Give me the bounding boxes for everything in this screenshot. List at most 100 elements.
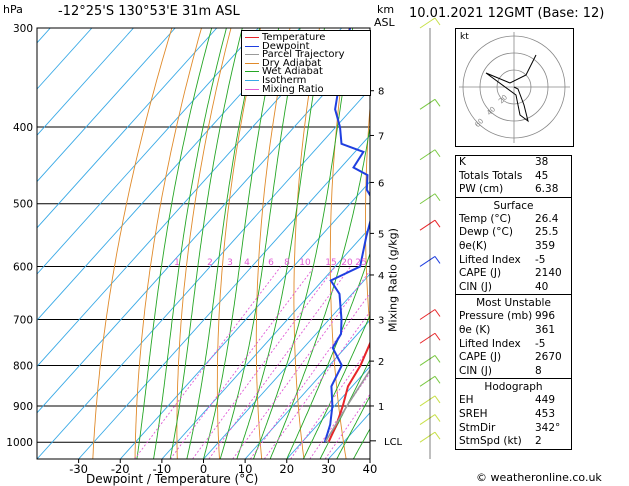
dry-adiabat (585, 28, 629, 459)
legend-swatch (245, 88, 259, 90)
most-unstable-row: Lifted Index -5 (456, 338, 571, 352)
hodograph-row: StmDir 342° (456, 422, 571, 436)
mixing-ratio-line (309, 372, 370, 459)
legend-label: Dewpoint (262, 40, 310, 52)
index-label: Totals Totals (459, 169, 523, 182)
hodograph-trace (485, 54, 537, 123)
stats-table: K 38 Totals Totals 45 PW (cm) 6.38 Surface Te… (455, 155, 572, 450)
most-unstable-label: Lifted Index (459, 337, 521, 350)
most-unstable-row: CAPE (J) 2670 (456, 351, 571, 365)
mixing-ratio-line (208, 266, 352, 459)
wind-barb (419, 149, 441, 161)
isotherm (37, 28, 51, 44)
isotherm (286, 365, 370, 459)
x-tick-label: -10 (152, 462, 171, 476)
wind-barb (419, 414, 441, 425)
x-tick-label: -20 (111, 462, 130, 476)
surface-label: Dewp (°C) (459, 226, 513, 239)
wet-adiabat (302, 314, 370, 459)
wind-barb (419, 355, 441, 366)
legend: Temperature Dewpoint Parcel Trajectory Dry … (241, 30, 371, 96)
mixing-ratio-label: 8 (284, 258, 290, 268)
km-tick-label: 8 (378, 87, 384, 98)
location-title: -12°25'S 130°53'E 31m ASL (58, 4, 240, 19)
surface-title: Surface (493, 199, 534, 212)
isotherm (161, 227, 370, 459)
copyright: © weatheronline.co.uk (476, 471, 602, 484)
wet-adiabat (186, 28, 261, 459)
legend-entry: Wet Adiabat (242, 67, 370, 77)
y-tick-label: 300 (13, 23, 33, 35)
surface-value: 25.5 (535, 226, 559, 239)
most-unstable-row: CIN (J) 8 (456, 365, 571, 379)
series-temperature (327, 340, 370, 443)
surface-row: θe(K) 359 (456, 240, 571, 254)
most-unstable-value: -5 (535, 337, 546, 350)
most-unstable-label: θe (K) (459, 323, 491, 336)
y-tick-label: 400 (13, 122, 33, 134)
mixing-ratio-label: 2 (207, 258, 213, 268)
mixing-ratio-line (134, 266, 282, 459)
legend-swatch (245, 37, 259, 38)
km-tick-label: 4 (378, 271, 384, 282)
index-value: 38 (535, 156, 549, 168)
mixing-ratio-line (232, 269, 370, 459)
legend-entry: Mixing Ratio (242, 84, 370, 94)
legend-entry: Dewpoint (242, 40, 370, 52)
date-title: 10.01.2021 12GMT (Base: 12) (409, 6, 605, 21)
dry-adiabat (92, 28, 173, 459)
dry-adiabat (176, 28, 232, 459)
mixing-ratio-label: 20 (341, 258, 353, 268)
wet-adiabat (252, 28, 354, 459)
legend-label: Parcel Trajectory (262, 49, 345, 61)
legend-entry: Temperature (242, 32, 370, 43)
hodograph-label: StmDir (459, 421, 496, 434)
surface-value: 26.4 (535, 212, 559, 225)
wet-adiabat (286, 252, 370, 459)
most-unstable-value: 996 (535, 310, 556, 323)
index-label: PW (cm) (459, 183, 504, 196)
pressure-unit-label: hPa (3, 3, 23, 16)
x-axis-title: Dewpoint / Temperature (°C) (86, 472, 259, 486)
surface-row: CIN (J) 40 (456, 281, 571, 295)
surface-label: θe(K) (459, 239, 487, 252)
lcl-label: LCL (384, 437, 403, 448)
legend-swatch (245, 71, 259, 73)
legend-entry: Parcel Trajectory (242, 49, 370, 61)
wind-barb (419, 395, 441, 407)
hodograph-ring-label: 60 (473, 117, 485, 129)
wind-barb (419, 219, 441, 231)
dry-adiabat (365, 102, 370, 334)
legend-swatch (245, 45, 259, 47)
wet-adiabat (169, 28, 243, 459)
isotherm (37, 28, 259, 275)
hodograph-value: 449 (535, 394, 556, 407)
most-unstable-value: 361 (535, 323, 556, 336)
isotherm (37, 28, 301, 321)
isotherm (37, 28, 134, 136)
x-tick-label: -30 (69, 462, 88, 476)
most-unstable-row: θe (K) 361 (456, 324, 571, 338)
km-tick-label: 7 (378, 131, 384, 142)
wet-adiabat (269, 124, 370, 459)
legend-entry: Dry Adiabat (242, 58, 370, 68)
hodograph-row: StmSpd (kt) 2 (456, 435, 571, 449)
x-tick-label: 30 (321, 462, 336, 476)
hodograph-unit-label: kt (460, 32, 469, 42)
dry-adiabat (134, 28, 202, 459)
legend-entry: Isotherm (242, 75, 370, 85)
index-row: Totals Totals 45 (456, 170, 571, 184)
hodograph-value: 2 (535, 435, 542, 448)
legend-label: Temperature (262, 32, 326, 43)
legend-swatch (245, 79, 259, 81)
wind-barb (419, 193, 441, 205)
wind-barb (419, 375, 441, 387)
mixing-ratio-label: 6 (268, 258, 274, 268)
km-label: km (377, 3, 395, 16)
wet-adiabat (236, 28, 325, 459)
surface-label: Lifted Index (459, 253, 521, 266)
mixing-ratio-label: 25 (355, 258, 366, 268)
index-label: K (459, 156, 466, 168)
surface-label: CIN (J) (459, 280, 492, 293)
